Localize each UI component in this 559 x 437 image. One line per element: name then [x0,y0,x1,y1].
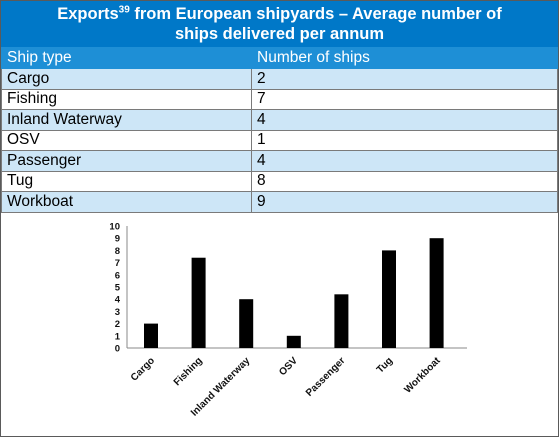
cell-number: 4 [251,109,558,131]
y-tick-label: 1 [115,331,121,342]
cell-ship-type: Passenger [1,150,252,172]
footnote-marker: 39 [118,4,130,16]
title-text-line2: ships delivered per annum [174,25,385,43]
cell-ship-type: Tug [1,170,252,192]
y-tick-label: 4 [115,295,121,306]
bar [191,257,206,348]
table-title: Exports39 from European shipyards – Aver… [1,1,558,47]
table-row: Tug 8 [1,170,558,192]
cell-number: 4 [251,150,558,172]
table-row: Cargo 2 [1,68,558,90]
cell-ship-type: Cargo [1,68,252,90]
x-tick-label: Fishing [172,355,205,388]
bar [382,250,396,348]
table-row: Workboat 9 [1,191,558,213]
y-tick-label: 9 [115,234,120,245]
table-row: Passenger 4 [1,150,558,172]
header-number-of-ships: Number of ships [251,47,558,69]
x-tick-label: Passenger [304,355,348,399]
title-text-end: from European shipyards – Average number… [129,5,502,23]
y-tick-label: 5 [115,283,121,294]
cell-ship-type: Fishing [1,88,252,110]
cell-ship-type: OSV [1,129,252,151]
y-tick-label: 7 [115,258,120,269]
cell-ship-type: Workboat [1,191,252,213]
table-row: Fishing 7 [1,88,558,110]
y-tick-label: 10 [109,222,120,233]
table-row: OSV 1 [1,129,558,151]
table-header-row: Ship type Number of ships [1,47,558,69]
y-tick-label: 8 [115,246,120,257]
title-text-start: Exports [57,5,119,23]
bar [286,335,301,348]
y-tick-label: 6 [115,270,120,281]
x-tick-label: Tug [375,355,395,375]
bar [239,299,254,348]
y-tick-label: 0 [115,344,120,355]
ships-table: Ship type Number of ships Cargo 2 Fishin… [1,47,558,213]
cell-ship-type: Inland Waterway [1,109,252,131]
cell-number: 8 [251,170,558,192]
bar [144,323,158,348]
x-tick-label: Cargo [129,355,157,383]
y-tick-label: 3 [115,307,120,318]
x-tick-label: OSV [277,355,300,378]
cell-number: 2 [251,68,558,90]
table-row: Inland Waterway 4 [1,109,558,131]
bar [429,238,444,348]
header-ship-type: Ship type [1,47,252,69]
cell-number: 9 [251,191,558,213]
bar [334,294,349,348]
y-tick-label: 2 [115,319,120,330]
x-tick-label: Workboat [402,355,443,396]
